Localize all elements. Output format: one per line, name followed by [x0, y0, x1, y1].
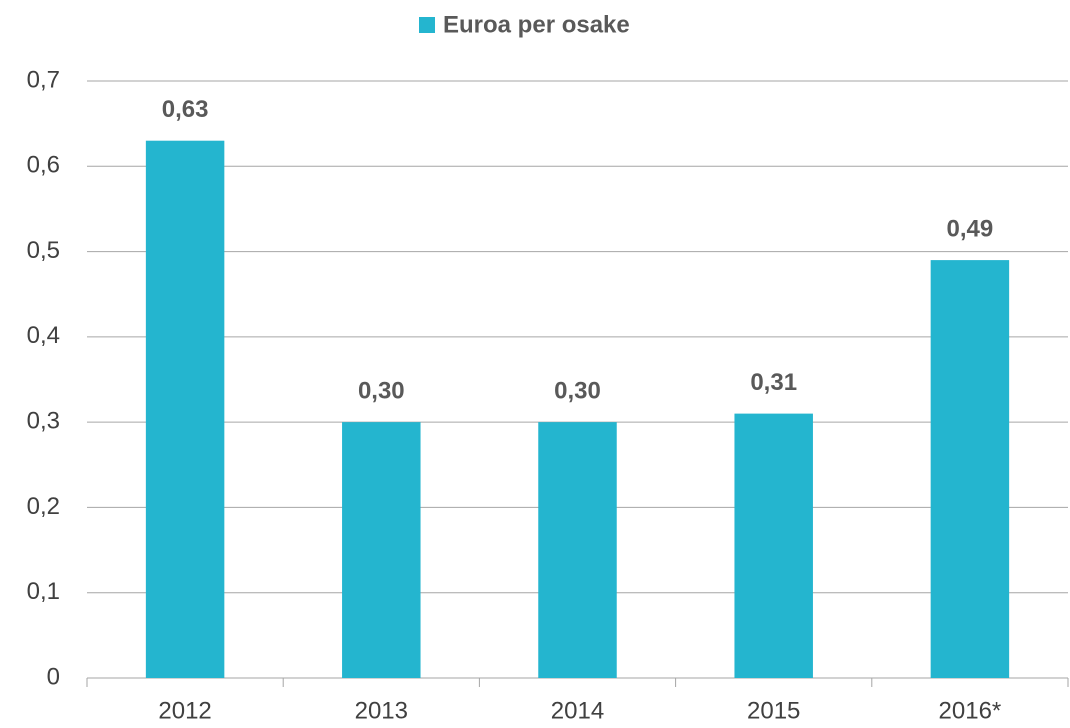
- x-tick-label: 2014: [551, 697, 604, 724]
- y-tick-label: 0,1: [27, 578, 60, 605]
- value-label: 0,31: [750, 369, 797, 396]
- y-tick-label: 0,5: [27, 237, 60, 264]
- y-tick-label: 0: [47, 663, 60, 690]
- y-tick-label: 0,7: [27, 66, 60, 93]
- value-label: 0,30: [554, 377, 601, 404]
- bar: [342, 422, 421, 678]
- x-tick-label: 2012: [158, 697, 211, 724]
- bar: [734, 413, 813, 678]
- x-tick-label: 2016*: [939, 697, 1002, 724]
- value-label: 0,30: [358, 377, 405, 404]
- legend: Euroa per osake: [419, 11, 630, 38]
- x-tick-label: 2013: [355, 697, 408, 724]
- y-tick-label: 0,4: [27, 322, 60, 349]
- bar: [538, 422, 617, 678]
- x-tick-label: 2015: [747, 697, 800, 724]
- y-tick-label: 0,6: [27, 152, 60, 179]
- bar: [930, 260, 1010, 678]
- legend-swatch: [419, 17, 435, 33]
- y-tick-label: 0,2: [27, 493, 60, 520]
- value-label: 0,63: [162, 96, 209, 123]
- legend-label: Euroa per osake: [443, 11, 630, 38]
- value-label: 0,49: [947, 215, 994, 242]
- bar: [145, 140, 225, 678]
- y-tick-label: 0,3: [27, 407, 60, 434]
